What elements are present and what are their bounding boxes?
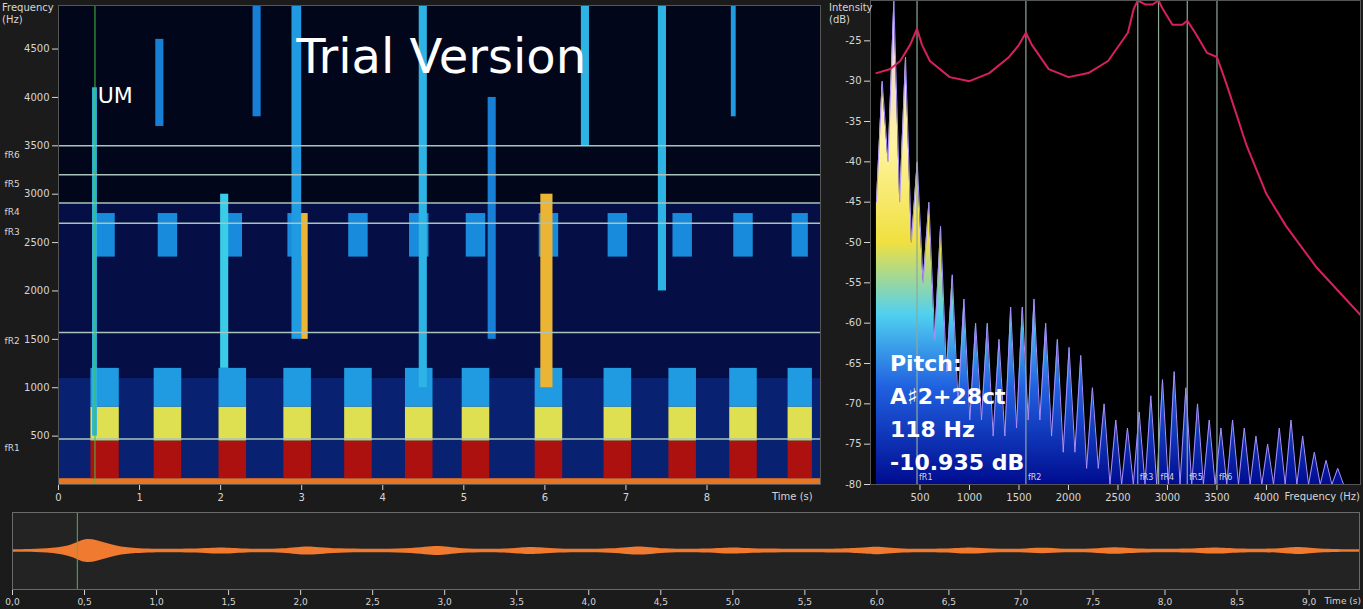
- svg-text:1000: 1000: [24, 382, 49, 393]
- svg-text:5,0: 5,0: [726, 597, 741, 607]
- svg-text:fR3: fR3: [1140, 473, 1153, 482]
- svg-text:fR2: fR2: [5, 336, 20, 346]
- svg-text:2,5: 2,5: [365, 597, 379, 607]
- svg-text:0,0: 0,0: [5, 597, 20, 607]
- svg-text:8,0: 8,0: [1158, 597, 1173, 607]
- svg-text:6: 6: [542, 492, 548, 503]
- svg-text:-80: -80: [845, 479, 861, 490]
- svg-text:4500: 4500: [24, 43, 49, 54]
- svg-text:4000: 4000: [24, 92, 49, 103]
- svg-text:4,0: 4,0: [582, 597, 597, 607]
- svg-text:2,0: 2,0: [293, 597, 308, 607]
- svg-text:2000: 2000: [24, 285, 49, 296]
- svg-text:6,5: 6,5: [942, 597, 956, 607]
- svg-text:fR1: fR1: [919, 473, 933, 483]
- svg-text:fR6: fR6: [1219, 473, 1232, 482]
- svg-text:UM: UM: [98, 83, 133, 108]
- html-text:A♯2+28ct: A♯2+28ct: [890, 384, 1006, 409]
- html-text:Time (s): Time (s): [1324, 596, 1361, 606]
- svg-text:4000: 4000: [1254, 492, 1279, 503]
- svg-text:2: 2: [217, 492, 223, 503]
- svg-text:8: 8: [704, 492, 710, 503]
- svg-text:fR6: fR6: [5, 150, 20, 160]
- svg-text:5: 5: [461, 492, 467, 503]
- svg-text:0,5: 0,5: [77, 597, 91, 607]
- svg-text:500: 500: [30, 430, 49, 441]
- html-text:Time (s): Time (s): [772, 491, 813, 502]
- svg-text:-30: -30: [845, 75, 861, 86]
- svg-text:500: 500: [910, 492, 929, 503]
- svg-text:2500: 2500: [24, 237, 49, 248]
- svg-text:7,0: 7,0: [1014, 597, 1029, 607]
- svg-text:-70: -70: [845, 398, 861, 409]
- svg-text:-60: -60: [845, 317, 861, 328]
- svg-text:2500: 2500: [1105, 492, 1130, 503]
- svg-text:3,0: 3,0: [438, 597, 453, 607]
- svg-text:1500: 1500: [24, 334, 49, 345]
- svg-text:fR5: fR5: [5, 179, 20, 189]
- svg-text:fR3: fR3: [5, 227, 20, 237]
- html-text:118 Hz: 118 Hz: [890, 417, 975, 442]
- html-text:Frequency (Hz): Frequency (Hz): [1284, 491, 1360, 502]
- svg-text:fR4: fR4: [5, 207, 20, 217]
- svg-text:7,5: 7,5: [1086, 597, 1100, 607]
- svg-text:3000: 3000: [1155, 492, 1180, 503]
- svg-text:1000: 1000: [957, 492, 982, 503]
- svg-text:3: 3: [299, 492, 305, 503]
- svg-text:0: 0: [55, 492, 61, 503]
- html-text:Frequency (Hz): Frequency (Hz): [2, 2, 54, 25]
- svg-text:1: 1: [136, 492, 142, 503]
- svg-text:4: 4: [380, 492, 386, 503]
- svg-text:3500: 3500: [24, 140, 49, 151]
- svg-text:1500: 1500: [1006, 492, 1031, 503]
- svg-text:fR1: fR1: [5, 443, 20, 453]
- html-text:Pitch:: Pitch:: [890, 351, 962, 376]
- svg-text:3,5: 3,5: [510, 597, 524, 607]
- svg-text:fR2: fR2: [1028, 473, 1041, 482]
- svg-text:1,5: 1,5: [221, 597, 235, 607]
- svg-text:-65: -65: [845, 358, 861, 369]
- svg-text:-45: -45: [845, 196, 861, 207]
- svg-text:9,0: 9,0: [1302, 597, 1317, 607]
- svg-text:5,5: 5,5: [798, 597, 812, 607]
- svg-text:Trial Version: Trial Version: [295, 28, 586, 84]
- svg-text:6,0: 6,0: [870, 597, 885, 607]
- svg-text:1,0: 1,0: [149, 597, 164, 607]
- svg-text:4,5: 4,5: [654, 597, 668, 607]
- svg-text:fR5: fR5: [1189, 473, 1202, 482]
- svg-text:-55: -55: [845, 277, 861, 288]
- svg-text:-40: -40: [845, 156, 861, 167]
- svg-text:-50: -50: [845, 237, 861, 248]
- svg-text:fR4: fR4: [1161, 473, 1174, 482]
- svg-text:-35: -35: [845, 116, 861, 127]
- svg-text:3000: 3000: [24, 188, 49, 199]
- svg-text:2000: 2000: [1056, 492, 1081, 503]
- svg-text:7: 7: [623, 492, 629, 503]
- html-text:Intensity (dB): Intensity (dB): [829, 2, 873, 25]
- svg-text:-75: -75: [845, 438, 861, 449]
- html-text:-10.935 dB: -10.935 dB: [890, 450, 1025, 475]
- svg-text:8,5: 8,5: [1230, 597, 1244, 607]
- svg-text:-25: -25: [845, 35, 861, 46]
- svg-text:3500: 3500: [1204, 492, 1229, 503]
